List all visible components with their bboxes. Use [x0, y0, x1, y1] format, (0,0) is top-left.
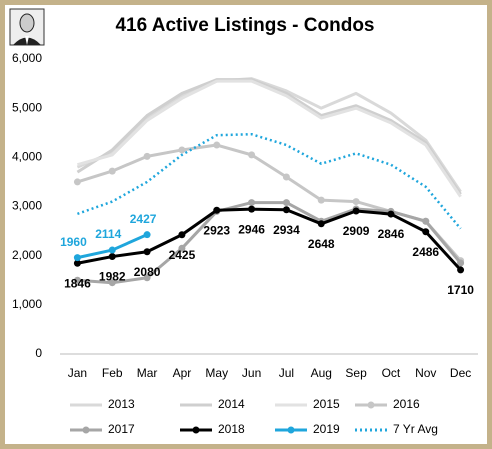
data-label: 2425: [169, 248, 196, 262]
legend-label: 2015: [313, 397, 340, 411]
data-label: 2846: [378, 227, 405, 241]
series-line: [77, 132, 462, 230]
data-label: 2114: [95, 227, 121, 241]
portrait-icon: [9, 8, 45, 46]
data-label: 2934: [273, 223, 300, 237]
y-tick-label: 2,000: [12, 248, 42, 262]
y-tick-label: 6,000: [12, 51, 42, 65]
legend-marker: [82, 426, 90, 434]
y-tick-label: 0: [35, 346, 42, 360]
data-label: 2909: [343, 224, 370, 238]
data-label: 1982: [99, 270, 126, 284]
x-tick-label: May: [205, 366, 228, 380]
x-tick-label: Jan: [68, 366, 87, 380]
data-label: 1846: [64, 276, 91, 290]
point: [178, 146, 186, 154]
point: [317, 196, 325, 204]
point: [282, 173, 290, 181]
point: [352, 207, 360, 215]
data-label: 2648: [308, 237, 335, 251]
point: [352, 198, 360, 206]
x-tick-label: Mar: [137, 366, 158, 380]
point: [248, 199, 256, 207]
data-label: 2080: [134, 265, 161, 279]
data-label: 2427: [130, 212, 157, 226]
point: [143, 152, 151, 160]
legend-label: 2014: [218, 397, 245, 411]
x-tick-label: Jun: [242, 366, 261, 380]
point: [317, 220, 325, 228]
point: [457, 266, 465, 274]
series-line: [77, 79, 462, 198]
point: [108, 167, 116, 175]
x-tick-label: Aug: [311, 366, 332, 380]
point: [143, 231, 151, 239]
x-tick-label: Dec: [450, 366, 471, 380]
point: [73, 259, 81, 267]
legend-label: 2013: [108, 397, 135, 411]
point: [213, 206, 221, 214]
point: [282, 206, 290, 214]
series-line: [76, 78, 462, 196]
legend-label: 2017: [108, 422, 135, 436]
point: [248, 151, 256, 159]
point: [73, 254, 81, 262]
x-tick-label: Feb: [102, 366, 123, 380]
data-label: 2946: [238, 222, 265, 236]
point: [422, 217, 430, 225]
point: [282, 199, 290, 207]
point: [422, 228, 430, 236]
y-tick-label: 5,000: [12, 100, 42, 114]
point: [387, 210, 395, 218]
legend-marker: [192, 426, 200, 434]
legend-label: 2018: [218, 422, 245, 436]
x-tick-label: Oct: [382, 366, 401, 380]
point: [248, 205, 256, 213]
legend-label: 7 Yr Avg: [393, 422, 438, 436]
y-tick-label: 3,000: [12, 199, 42, 213]
point: [213, 141, 221, 149]
x-tick-label: Jul: [279, 366, 294, 380]
series-line: [76, 77, 462, 193]
series-line: [77, 207, 462, 271]
point: [73, 276, 81, 284]
data-label: 1710: [447, 283, 474, 297]
data-label: 2486: [412, 245, 439, 259]
x-tick-label: Sep: [345, 366, 367, 380]
point: [143, 274, 151, 282]
legend-label: 2019: [313, 422, 340, 436]
x-tick-label: Apr: [173, 366, 192, 380]
point: [73, 178, 81, 186]
y-tick-label: 4,000: [12, 150, 42, 164]
legend-marker: [367, 401, 375, 409]
data-label: 2923: [203, 223, 230, 237]
point: [108, 253, 116, 261]
data-label: 1960: [60, 235, 87, 249]
series-line: [77, 201, 462, 285]
point: [143, 248, 151, 256]
chart-title: 416 Active Listings - Condos: [115, 15, 374, 36]
point: [108, 279, 116, 287]
point: [178, 231, 186, 239]
point: [108, 246, 116, 254]
point: [178, 244, 186, 252]
x-tick-label: Nov: [415, 366, 436, 380]
point: [457, 259, 465, 267]
legend-label: 2016: [393, 397, 420, 411]
y-tick-label: 1,000: [12, 297, 42, 311]
legend-marker: [287, 426, 295, 434]
